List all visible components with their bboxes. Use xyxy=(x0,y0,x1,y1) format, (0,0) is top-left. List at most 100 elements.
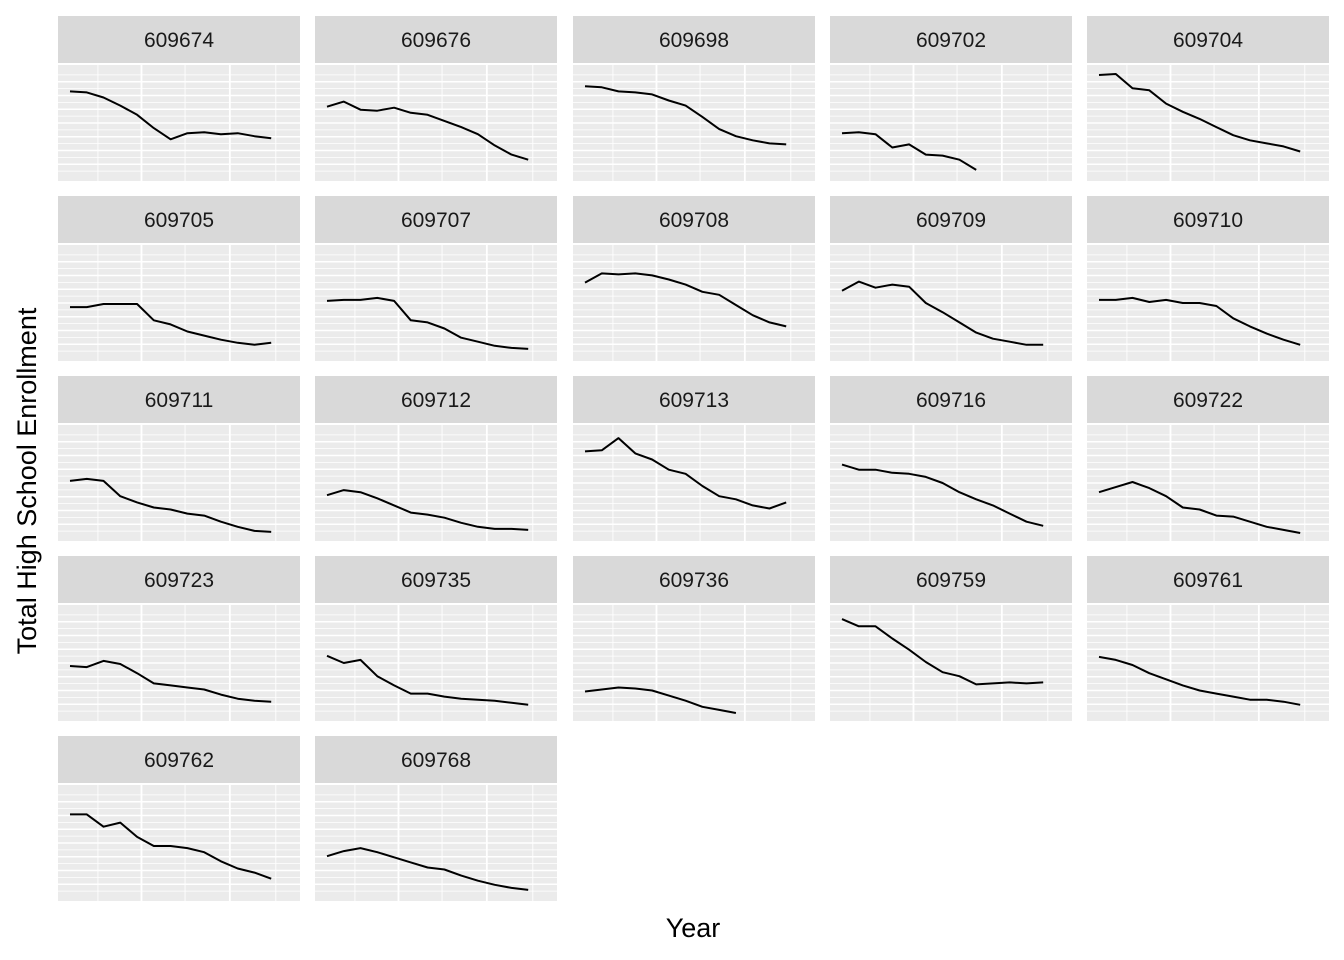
facet-strip xyxy=(315,196,557,243)
facet-label: 609676 xyxy=(401,29,471,52)
facet-strip xyxy=(315,376,557,423)
facet-label: 609674 xyxy=(144,29,214,52)
grid-vertical xyxy=(97,425,277,541)
facet-label: 609711 xyxy=(145,389,214,412)
series-line-609713 xyxy=(584,437,787,510)
series-line-609710 xyxy=(1099,296,1301,346)
facet-strip xyxy=(830,376,1072,423)
facet-panel-609768: 609768 xyxy=(315,736,557,901)
facet-strip xyxy=(830,556,1072,603)
facet-panel-609735: 609735 xyxy=(315,556,557,721)
facet-label: 609710 xyxy=(1173,209,1243,232)
facet-label: 609704 xyxy=(1173,29,1243,52)
facet-strip xyxy=(58,16,300,63)
facet-panel-609676: 609676 xyxy=(315,16,557,181)
facet-strip xyxy=(573,16,815,63)
facet-label: 609736 xyxy=(659,569,729,592)
facet-strip xyxy=(58,196,300,243)
grid-vertical xyxy=(612,605,792,721)
facet-strip xyxy=(1087,196,1329,243)
series-line-609722 xyxy=(1098,481,1301,534)
series-line-609705 xyxy=(70,303,272,346)
facet-panel-609708: 609708 xyxy=(573,196,815,361)
grid-vertical xyxy=(97,785,277,901)
grid-vertical xyxy=(869,605,1049,721)
facet-strip xyxy=(58,736,300,783)
facet-strip xyxy=(1087,556,1329,603)
grid-horizontal xyxy=(58,434,300,532)
grid-vertical xyxy=(612,425,792,541)
series-line-609735 xyxy=(326,654,529,706)
facet-label: 609708 xyxy=(659,209,729,232)
series-line-609716 xyxy=(841,463,1044,527)
grid-vertical xyxy=(1126,245,1306,361)
grid-vertical xyxy=(869,65,1049,181)
facet-panel-609702: 609702 xyxy=(830,16,1072,181)
facet-strip xyxy=(1087,376,1329,423)
facet-label: 609761 xyxy=(1173,569,1243,592)
facet-panel-609761: 609761 xyxy=(1087,556,1329,721)
series-line-609708 xyxy=(584,272,787,328)
facet-label: 609723 xyxy=(144,569,214,592)
facet-label: 609722 xyxy=(1173,389,1243,412)
grid-vertical xyxy=(354,65,534,181)
facet-panels: 609674 609676 609698 609702 609704 609705 6097… xyxy=(58,16,1329,901)
x-axis-title: Year xyxy=(666,913,721,943)
facet-label: 609712 xyxy=(401,389,471,412)
facet-strip xyxy=(830,196,1072,243)
grid-vertical xyxy=(97,65,277,181)
grid-vertical xyxy=(354,245,534,361)
facet-label: 609707 xyxy=(401,209,471,232)
facet-label: 609735 xyxy=(401,569,471,592)
series-line-609707 xyxy=(326,296,529,350)
facet-strip xyxy=(830,16,1072,63)
series-line-609736 xyxy=(584,686,737,714)
facet-panel-609711: 609711 xyxy=(58,376,300,541)
facet-strip xyxy=(573,376,815,423)
facet-panel-609762: 609762 xyxy=(58,736,300,901)
series-line-609709 xyxy=(841,280,1044,346)
facet-label: 609759 xyxy=(916,569,986,592)
series-line-609762 xyxy=(70,813,272,880)
grid-vertical xyxy=(869,245,1049,361)
grid-vertical xyxy=(354,785,534,901)
series-line-609768 xyxy=(326,847,529,891)
facet-panel-609698: 609698 xyxy=(573,16,815,181)
facet-label: 609762 xyxy=(144,749,214,772)
facet-label: 609709 xyxy=(916,209,986,232)
facet-strip xyxy=(58,556,300,603)
facet-panel-609704: 609704 xyxy=(1087,16,1329,181)
grid-vertical xyxy=(354,605,534,721)
facet-panel-609716: 609716 xyxy=(830,376,1072,541)
facet-panel-609713: 609713 xyxy=(573,376,815,541)
facet-panel-609722: 609722 xyxy=(1087,376,1329,541)
series-line-609704 xyxy=(1098,73,1301,153)
facet-panel-609759: 609759 xyxy=(830,556,1072,721)
facet-strip xyxy=(573,196,815,243)
facet-panel-609674: 609674 xyxy=(58,16,300,181)
facet-label: 609768 xyxy=(401,749,471,772)
grid-vertical xyxy=(354,425,534,541)
series-line-609676 xyxy=(326,100,529,161)
grid-vertical xyxy=(612,245,792,361)
series-line-609759 xyxy=(841,618,1044,686)
facet-panel-609707: 609707 xyxy=(315,196,557,361)
facet-label: 609698 xyxy=(659,29,729,52)
facet-strip xyxy=(58,376,300,423)
series-line-609702 xyxy=(841,131,977,171)
series-line-609712 xyxy=(326,489,529,531)
grid-vertical xyxy=(869,425,1049,541)
facet-strip xyxy=(1087,16,1329,63)
series-line-609711 xyxy=(69,477,272,533)
facet-label: 609716 xyxy=(916,389,986,412)
facet-strip xyxy=(315,736,557,783)
facet-label: 609702 xyxy=(916,29,986,52)
series-line-609674 xyxy=(69,90,272,141)
facet-panel-609705: 609705 xyxy=(58,196,300,361)
facet-panel-609710: 609710 xyxy=(1087,196,1329,361)
series-line-609723 xyxy=(69,659,272,703)
facet-panel-609736: 609736 xyxy=(573,556,815,721)
facet-strip xyxy=(573,556,815,603)
series-line-609761 xyxy=(1098,655,1301,706)
